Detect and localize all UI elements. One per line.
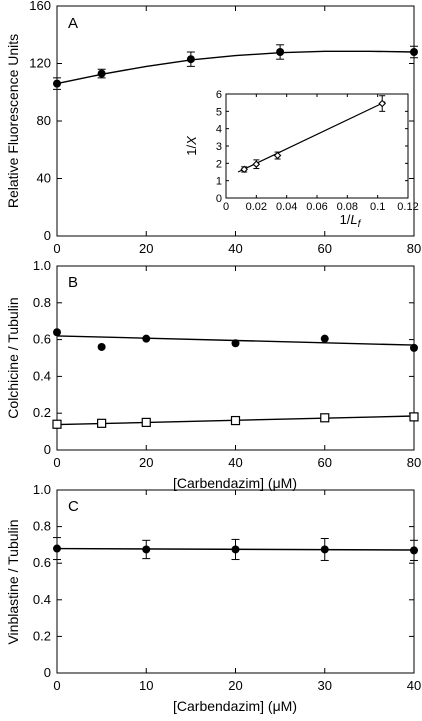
x-tick-label: 10 <box>139 678 153 693</box>
y-tick-label: 2 <box>216 158 222 170</box>
y-tick-label: 0 <box>44 442 51 457</box>
y-tick-label: 0 <box>216 193 222 205</box>
x-tick-label: 0.1 <box>370 201 385 213</box>
y-tick-label: 0.2 <box>33 628 51 643</box>
data-point <box>240 165 248 174</box>
panel-a-y-axis-label: Relative Fluorescence Units <box>5 34 21 208</box>
panel-a: A Relative Fluorescence Units 0 20 40 60 800… <box>5 0 421 256</box>
panel-a-label: A <box>68 15 78 32</box>
panel-c-x-axis-label: [Carbendazim] (μM) <box>173 698 297 714</box>
panel-b-y-axis-label: Colchicine / Tubulin <box>5 297 21 418</box>
data-point <box>273 151 282 160</box>
x-tick-label: 80 <box>407 455 421 470</box>
y-tick-label: 0.2 <box>33 405 51 420</box>
x-tick-label: 0.04 <box>276 201 297 213</box>
y-tick-label: 3 <box>216 141 222 153</box>
data-point <box>410 546 418 555</box>
y-tick-label: 40 <box>37 171 51 186</box>
data-point <box>53 328 61 337</box>
y-tick-label: 4 <box>216 124 222 136</box>
data-point <box>276 48 285 56</box>
data-point <box>231 545 240 554</box>
data-point <box>410 343 418 352</box>
inset-y-axis-label: 1/X <box>184 135 199 156</box>
data-point <box>410 48 418 56</box>
x-tick-label: 0.02 <box>246 201 267 213</box>
x-tick-label: 40 <box>407 678 421 693</box>
data-point <box>378 99 386 108</box>
y-tick-label: 0 <box>44 665 51 680</box>
y-tick-label: 0 <box>44 228 51 243</box>
inset-frame <box>225 93 409 199</box>
x-tick-label: 0 <box>223 201 229 213</box>
data-point <box>320 334 329 343</box>
y-tick-label: 0.6 <box>33 332 51 347</box>
data-point <box>231 339 240 348</box>
x-tick-label: 60 <box>318 455 332 470</box>
y-tick-label: 160 <box>29 0 51 13</box>
fit-line <box>237 101 386 173</box>
panel-b: B Colchicine / Tubulin [Carbendazim] (μM… <box>5 258 421 491</box>
y-tick-label: 0.8 <box>33 295 51 310</box>
data-point <box>53 79 61 88</box>
data-point <box>97 342 106 351</box>
panel-c: C Vinblastine / Tubulin [Carbendazim] (μ… <box>5 482 421 714</box>
data-point <box>142 545 151 554</box>
x-tick-label: 0.12 <box>397 201 418 213</box>
panel-a-inset: 1/Lf 1/X 0 0.02 0.04 0.06 0.08 0.1 0.12 0 1 2 3 4 5 6 <box>184 89 419 230</box>
y-tick-label: 0.6 <box>33 555 51 570</box>
y-tick-label: 0.4 <box>33 368 51 383</box>
panel-c-frame <box>56 489 415 674</box>
x-tick-label: 0.08 <box>337 201 358 213</box>
data-point <box>320 545 329 554</box>
y-tick-label: 6 <box>216 89 222 101</box>
y-tick-label: 0.8 <box>33 519 51 534</box>
x-tick-label: 40 <box>228 241 242 256</box>
x-tick-label: 0 <box>53 455 60 470</box>
panel-b-label: B <box>68 274 78 291</box>
data-point <box>141 417 151 427</box>
y-tick-label: 1.0 <box>33 482 51 497</box>
data-point <box>52 419 62 429</box>
y-tick-label: 1.0 <box>33 258 51 273</box>
y-tick-label: 0.4 <box>33 592 51 607</box>
panel-c-y-axis-label: Vinblastine / Tubulin <box>5 519 21 644</box>
data-point <box>230 415 241 426</box>
data-point <box>97 69 106 78</box>
panel-b-x-axis-label: [Carbendazim] (μM) <box>173 475 297 491</box>
x-tick-label: 20 <box>139 241 153 256</box>
x-tick-label: 20 <box>139 455 153 470</box>
fit-line <box>56 50 415 85</box>
y-tick-label: 80 <box>37 113 51 128</box>
x-tick-label: 0.06 <box>306 201 327 213</box>
data-point <box>409 412 419 422</box>
data-point <box>186 55 195 64</box>
x-tick-label: 20 <box>228 678 242 693</box>
data-point <box>142 334 151 343</box>
data-point <box>252 160 261 168</box>
panel-c-label: C <box>68 498 79 515</box>
x-tick-label: 80 <box>407 241 421 256</box>
y-tick-label: 5 <box>216 106 222 118</box>
inset-x-axis-label: 1/Lf <box>340 212 362 230</box>
x-tick-label: 0 <box>53 678 60 693</box>
y-tick-label: 1 <box>216 176 222 188</box>
data-point <box>53 544 61 553</box>
data-point <box>97 418 107 428</box>
x-tick-label: 0 <box>53 241 60 256</box>
x-tick-label: 40 <box>228 455 242 470</box>
x-tick-label: 30 <box>318 678 332 693</box>
y-tick-label: 120 <box>29 56 51 71</box>
x-tick-label: 60 <box>318 241 332 256</box>
data-point <box>320 413 330 423</box>
